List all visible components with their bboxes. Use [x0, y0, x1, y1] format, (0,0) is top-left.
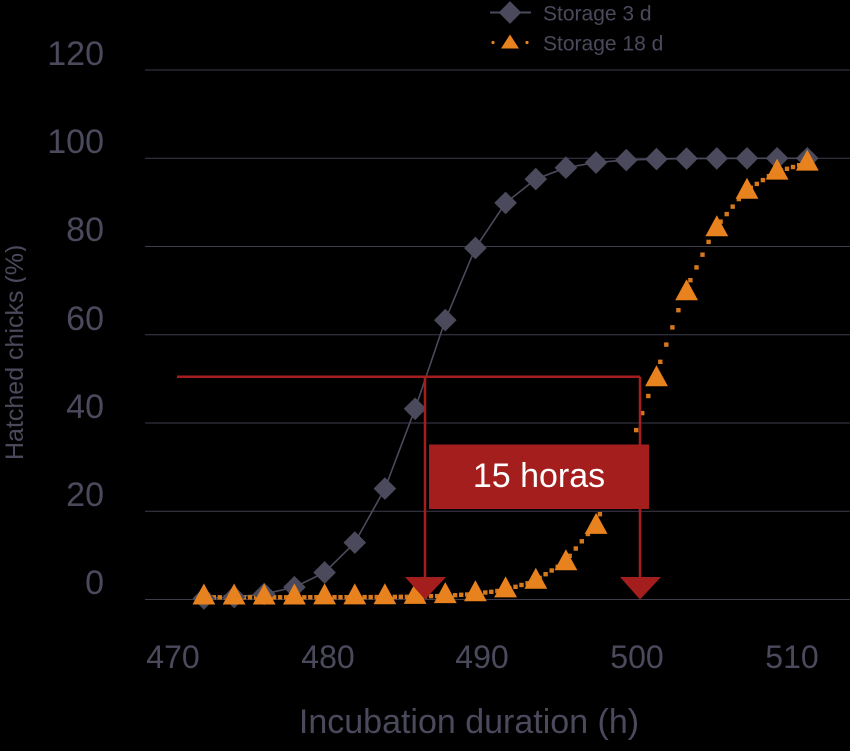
svg-text:Storage 18 d: Storage 18 d: [543, 33, 663, 56]
svg-text:Storage 3 d: Storage 3 d: [543, 3, 652, 26]
